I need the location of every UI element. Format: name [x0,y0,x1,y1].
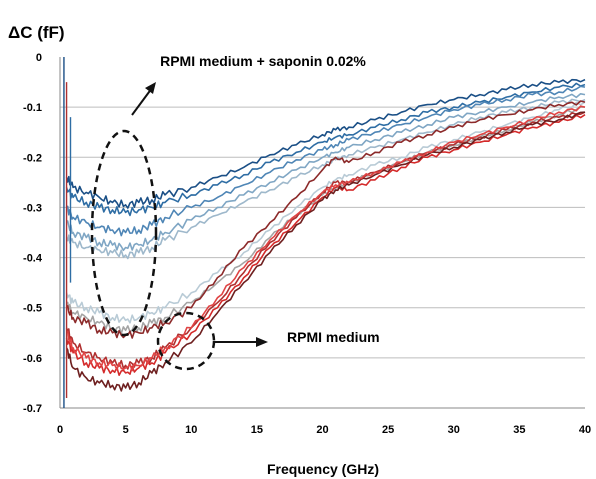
x-axis-label: Frequency (GHz) [267,461,379,477]
series-line [65,98,586,260]
series-line [65,101,586,324]
y-tick-label: -0.1 [23,102,42,114]
series-line [65,82,586,217]
x-tick-label: 20 [316,424,328,436]
lower-group-ellipse [156,311,216,371]
x-tick-label: 5 [123,424,129,436]
x-tick-label: 0 [57,424,63,436]
x-tick-label: 35 [513,424,525,436]
series-line [65,78,586,209]
x-tick-label: 15 [251,424,263,436]
series-line [65,114,586,377]
annotation-lower-bg [280,326,420,348]
series-line [65,100,586,339]
y-tick-label: -0.2 [23,152,42,164]
series-lines [63,57,586,408]
y-tick-label: -0.3 [23,202,42,214]
y-tick-label: -0.6 [23,353,42,365]
series-line [66,85,586,237]
axes [59,57,585,409]
y-axis-label: ΔC (fF) [8,23,65,42]
upper-arrow-head [145,82,156,94]
series-line [65,105,586,372]
x-tick-label: 40 [579,424,591,436]
series-line [65,93,586,252]
series-line [65,111,586,392]
upper-group-ellipse [90,129,158,337]
lower-arrow-head [256,337,268,347]
annotation-upper: RPMI medium + saponin 0.02% [160,53,366,69]
annotation-upper-bg [118,49,410,71]
x-tick-label: 10 [185,424,197,436]
y-tick-label: -0.5 [23,303,42,315]
x-tick-label: 25 [382,424,394,436]
tick-labels: 0 -0.1 -0.2 -0.3 -0.4 -0.5 -0.6 -0.7 0 5 10 15 20 25 3… [23,52,591,436]
y-tick-label: -0.7 [23,403,42,415]
y-tick-label: -0.4 [23,253,43,265]
upper-arrow-line [131,87,153,116]
y-tick-label: 0 [36,52,42,64]
x-tick-label: 30 [448,424,460,436]
annotation-lower: RPMI medium [287,329,380,345]
